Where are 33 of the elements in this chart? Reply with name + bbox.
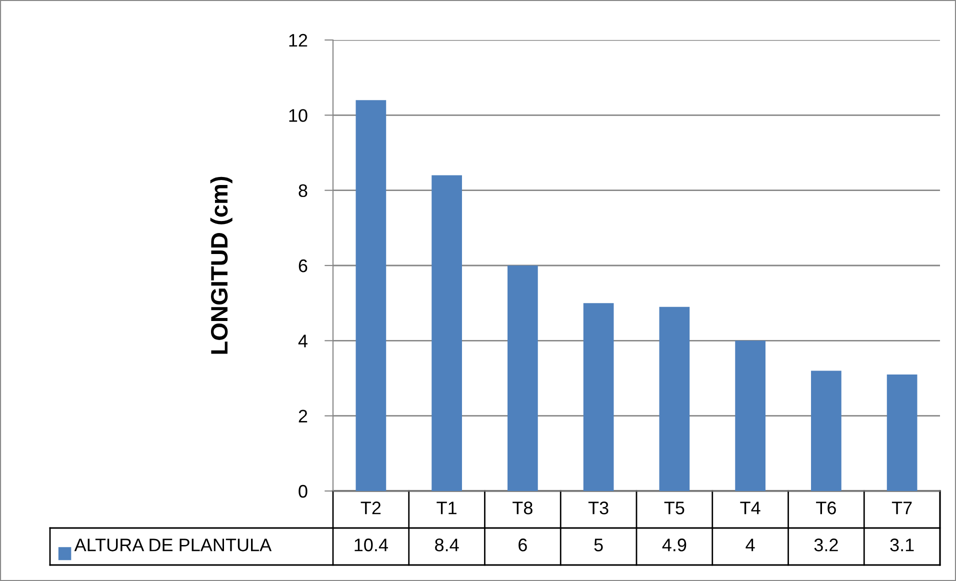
bar [583,303,614,491]
bar [811,370,842,491]
y-tick-label: 0 [298,484,308,498]
data-label: 3.1 [890,538,914,552]
x-tick-label: T2 [360,502,381,514]
data-label: 4 [746,538,755,552]
x-tick-label: T4 [740,502,760,514]
y-axis-title: LONGITUD (cm) [210,176,232,354]
y-tick-label: 8 [298,184,308,198]
y-tick-label: 2 [298,410,308,422]
y-tick-label: 6 [298,259,308,272]
data-label: 4.9 [662,538,686,552]
x-tick-label: T5 [664,502,684,514]
x-tick-label: T8 [512,502,532,514]
bar [735,340,766,491]
data-label: 6 [518,538,527,552]
y-tick-label: 4 [298,334,308,348]
data-label: 5 [594,538,603,552]
x-tick-label: T6 [816,502,836,514]
y-tick-label: 10 [289,109,308,122]
x-tick-label: T7 [892,502,912,514]
data-label: 10.4 [354,538,388,552]
data-label: 8.4 [435,538,459,552]
bar [432,175,462,491]
x-tick-label: T1 [436,502,456,514]
bar [659,306,690,491]
bar [508,266,538,491]
bar [886,374,918,491]
y-tick-label: 12 [289,34,308,47]
x-tick-label: T3 [588,502,608,514]
legend-label: ALTURA DE PLANTULA [74,538,272,552]
data-label: 3.2 [814,538,838,552]
bar [356,100,386,491]
